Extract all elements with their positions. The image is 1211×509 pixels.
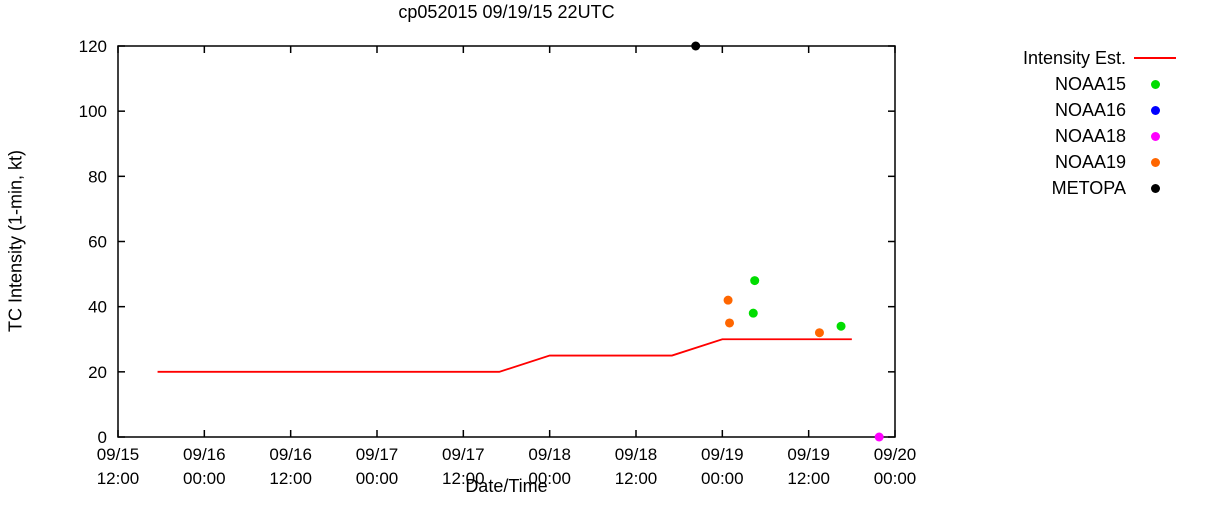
legend-dot-noaa19 [1126, 157, 1184, 167]
data-point-noaa15 [750, 276, 760, 286]
legend-item-noaa16: NOAA16 [978, 97, 1184, 123]
x-tick-label-time: 12:00 [442, 469, 485, 488]
legend-item-noaa18: NOAA18 [978, 123, 1184, 149]
data-point-noaa19 [723, 295, 733, 305]
y-axis-label: TC Intensity (1-min, kt) [5, 149, 26, 333]
chart-title: cp052015 09/19/15 22UTC [398, 2, 615, 22]
y-tick-label: 20 [88, 363, 107, 382]
dot-swatch [1150, 105, 1160, 115]
dot-swatch [1150, 131, 1160, 141]
x-tick-label-time: 12:00 [615, 469, 658, 488]
legend-label-noaa19: NOAA19 [1054, 151, 1126, 172]
y-tick-label: 100 [79, 102, 107, 121]
x-tick-label-time: 12:00 [269, 469, 312, 488]
x-tick-label-time: 00:00 [183, 469, 226, 488]
plot-frame [117, 45, 896, 438]
data-point-noaa15 [748, 308, 758, 318]
legend-label-intensity-est: Intensity Est. [1022, 47, 1126, 68]
y-tick-label: 120 [79, 37, 107, 56]
legend-item-noaa15: NOAA15 [978, 71, 1184, 97]
x-tick-label-time: 00:00 [528, 469, 571, 488]
legend-label-noaa15: NOAA15 [1054, 73, 1126, 94]
x-tick-label-date: 09/16 [183, 445, 226, 464]
data-point-noaa19 [725, 318, 735, 328]
legend-dot-noaa15 [1126, 79, 1184, 89]
dot-swatch [1150, 79, 1160, 89]
x-tick-label-date: 09/19 [701, 445, 744, 464]
chart-legend: Intensity Est. NOAA15 NOAA16 NOAA18 NOAA19 ME… [978, 45, 1184, 201]
legend-label-noaa16: NOAA16 [1054, 99, 1126, 120]
legend-item-metopa: METOPA [978, 175, 1184, 201]
legend-dot-noaa16 [1126, 105, 1184, 115]
x-tick-label-date: 09/18 [528, 445, 571, 464]
x-tick-label-date: 09/17 [442, 445, 485, 464]
legend-item-intensity-est: Intensity Est. [978, 45, 1184, 71]
dot-swatch [1150, 183, 1160, 193]
data-point-noaa15 [836, 321, 846, 331]
dot-swatch [1150, 157, 1160, 167]
x-tick-label-time: 00:00 [701, 469, 744, 488]
y-tick-label: 40 [88, 298, 107, 317]
y-tick-label: 60 [88, 233, 107, 252]
x-tick-label-time: 12:00 [97, 469, 140, 488]
y-tick-label: 0 [98, 428, 107, 447]
x-tick-label-date: 09/15 [97, 445, 140, 464]
y-tick-label: 80 [88, 167, 107, 186]
legend-line-sample-intensity-est [1126, 57, 1184, 59]
series-line-intensity-est [157, 338, 852, 373]
x-tick-label-date: 09/18 [615, 445, 658, 464]
x-tick-label-date: 09/16 [269, 445, 312, 464]
data-point-noaa18 [874, 432, 884, 442]
legend-label-noaa18: NOAA18 [1054, 125, 1126, 146]
x-tick-label-time: 12:00 [787, 469, 830, 488]
data-point-noaa19 [814, 328, 824, 338]
x-tick-label-date: 09/20 [874, 445, 917, 464]
x-tick-label-time: 00:00 [356, 469, 399, 488]
legend-item-noaa19: NOAA19 [978, 149, 1184, 175]
legend-label-metopa: METOPA [1051, 177, 1126, 198]
data-point-metopa [691, 41, 701, 51]
x-tick-label-date: 09/19 [787, 445, 830, 464]
x-axis-label: Date/Time [465, 476, 548, 496]
x-tick-label-time: 00:00 [874, 469, 917, 488]
legend-dot-noaa18 [1126, 131, 1184, 141]
legend-dot-metopa [1126, 183, 1184, 193]
x-tick-label-date: 09/17 [356, 445, 399, 464]
line-swatch [1134, 57, 1176, 59]
